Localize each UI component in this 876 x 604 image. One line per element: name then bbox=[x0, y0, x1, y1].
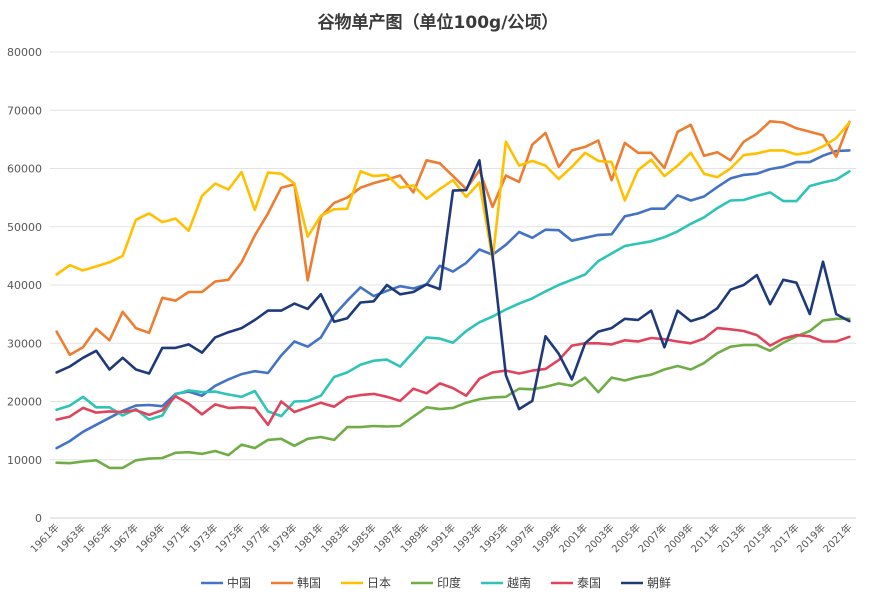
series-layer bbox=[55, 120, 851, 470]
legend-item-日本: 日本 bbox=[341, 576, 391, 590]
legend-item-朝鲜: 朝鲜 bbox=[621, 576, 671, 590]
chart-title: 谷物单产图（单位100g/公顷） bbox=[318, 12, 559, 33]
y-tick-label: 40000 bbox=[7, 279, 42, 292]
y-tick-label: 70000 bbox=[7, 104, 42, 117]
series-line-泰国 bbox=[55, 326, 851, 427]
grid-layer bbox=[50, 51, 856, 519]
y-tick-label: 80000 bbox=[7, 46, 42, 59]
legend-item-韩国: 韩国 bbox=[271, 575, 321, 590]
x-axis-ticks: 1961年1963年1965年1967年1969年1971年1973年1975年… bbox=[27, 521, 854, 555]
legend-item-越南: 越南 bbox=[481, 575, 531, 590]
legend-label: 印度 bbox=[437, 575, 461, 590]
legend-label: 泰国 bbox=[577, 576, 601, 590]
legend: 中国 韩国 日本 印度 越南 泰国 朝鲜 bbox=[201, 575, 671, 590]
y-tick-label: 10000 bbox=[7, 454, 42, 467]
legend-item-泰国: 泰国 bbox=[551, 576, 601, 590]
legend-label: 中国 bbox=[227, 575, 251, 590]
legend-item-中国: 中国 bbox=[201, 575, 251, 590]
series-line-印度 bbox=[55, 317, 851, 470]
y-tick-label: 0 bbox=[35, 512, 42, 525]
y-tick-label: 30000 bbox=[7, 337, 42, 350]
legend-label: 朝鲜 bbox=[647, 576, 671, 590]
series-line-韩国 bbox=[55, 120, 851, 357]
series-line-越南 bbox=[55, 170, 851, 421]
series-line-日本 bbox=[55, 121, 851, 276]
y-axis-ticks: 0 10000 20000 30000 40000 50000 60000 70000 8000… bbox=[7, 46, 42, 525]
y-tick-label: 20000 bbox=[7, 396, 42, 409]
y-tick-label: 50000 bbox=[7, 221, 42, 234]
series-line-朝鲜 bbox=[55, 159, 851, 411]
x-tick-label: 2021年 bbox=[820, 521, 854, 555]
legend-label: 越南 bbox=[507, 575, 531, 590]
legend-label: 韩国 bbox=[297, 575, 321, 590]
legend-item-印度: 印度 bbox=[411, 575, 461, 590]
legend-label: 日本 bbox=[367, 576, 391, 590]
y-tick-label: 60000 bbox=[7, 163, 42, 176]
